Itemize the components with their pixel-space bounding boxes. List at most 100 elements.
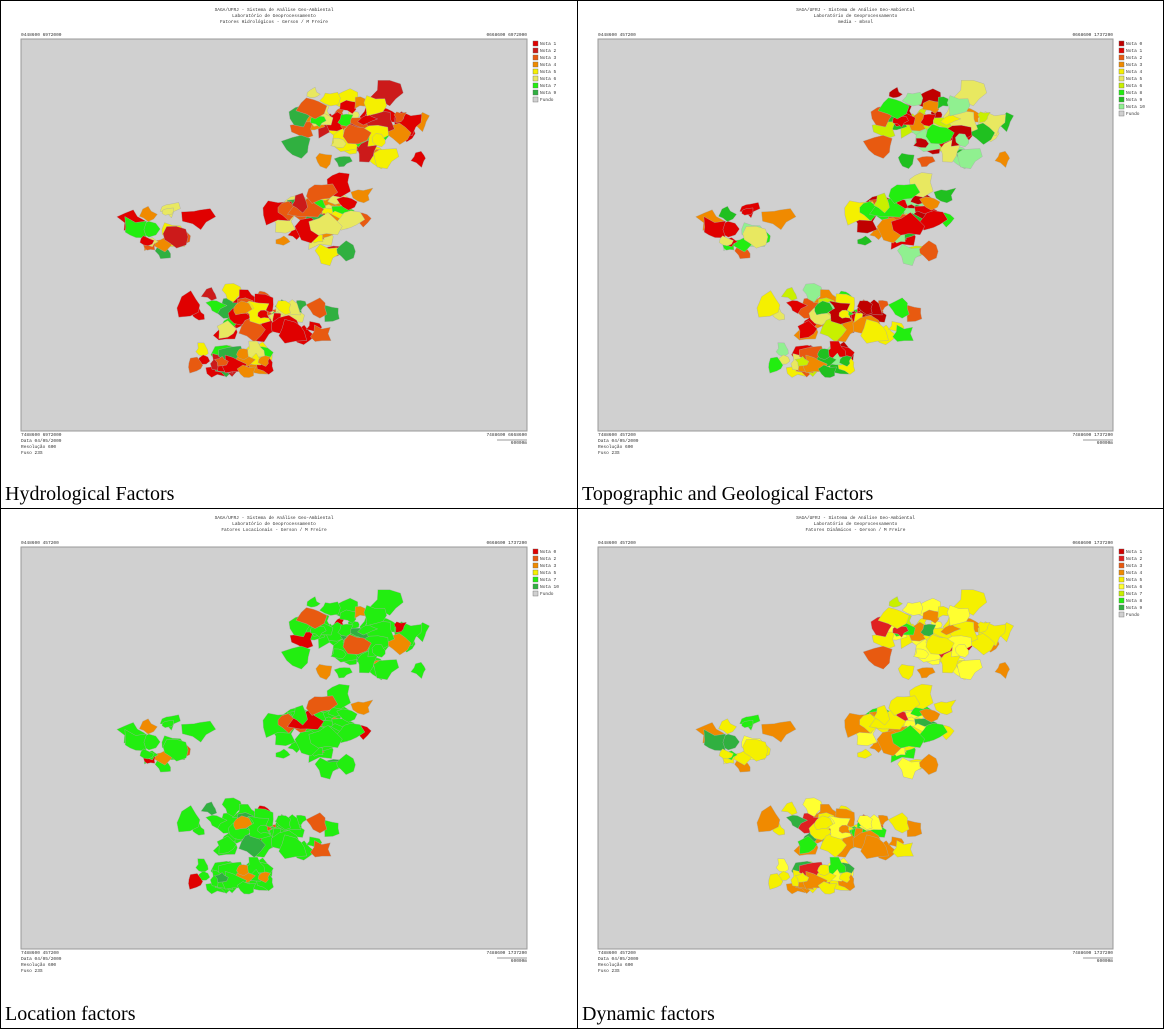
legend-swatch: [533, 76, 538, 81]
coord: 7488600 6972000: [21, 432, 62, 438]
legend-swatch: [1119, 83, 1124, 88]
legend-swatch: [1119, 605, 1124, 610]
map: SAGA/UFRJ - Sistema de Análise Geo-Ambie…: [7, 5, 573, 475]
legend-label: Nota 9: [540, 90, 557, 96]
legend-label: Nota 7: [1126, 591, 1143, 597]
map-frame: [21, 39, 527, 431]
map-header: Laboratório de Geoprocessamento: [232, 13, 316, 19]
legend-label: Nota 8: [1126, 598, 1143, 604]
caption: Location factors: [5, 1003, 136, 1026]
map-footer: Fuso 23S: [21, 968, 43, 974]
legend-label: Nota 0: [540, 549, 557, 555]
legend-label: Nota 2: [540, 48, 557, 54]
coord: 0448600 6972000: [21, 32, 62, 38]
legend-swatch: [533, 570, 538, 575]
legend-swatch: [1119, 90, 1124, 95]
coord: 0668600 1737200: [1072, 32, 1113, 38]
page: Factor maps {"panels": [ {"caption": "Hy…: [0, 0, 1164, 1029]
coord: 7488600 1737200: [1072, 950, 1113, 956]
map-footer: Fuso 23S: [598, 968, 620, 974]
coord: 0448600 457200: [598, 32, 636, 38]
legend-label: Fundo: [1126, 612, 1140, 618]
legend-label: Nota 5: [540, 570, 557, 576]
caption: Hydrological Factors: [5, 483, 174, 506]
legend-swatch: [533, 577, 538, 582]
legend-label: Nota 10: [540, 584, 559, 590]
legend-swatch: [533, 41, 538, 46]
scale-label: 60000m: [1097, 958, 1114, 964]
legend-swatch: [533, 55, 538, 60]
legend-label: Nota 3: [540, 563, 557, 569]
legend-label: Nota 10: [1126, 104, 1145, 110]
coord: 7488600 1737200: [1072, 432, 1113, 438]
map-header: SAGA/UFRJ - Sistema de Análise Geo-Ambie…: [215, 515, 334, 521]
map-footer: Data 04/05/2009: [21, 438, 62, 444]
legend-swatch: [533, 556, 538, 561]
legend-label: Nota 3: [1126, 563, 1143, 569]
map-header: SAGA/UFRJ - Sistema de Análise Geo-Ambie…: [796, 515, 915, 521]
legend-swatch: [1119, 570, 1124, 575]
map-header: media - mbsol: [838, 19, 873, 25]
coord: 0668600 1737200: [1072, 540, 1113, 546]
legend-swatch: [1119, 612, 1124, 617]
coord: 0448600 457200: [598, 540, 636, 546]
map: SAGA/UFRJ - Sistema de Análise Geo-Ambie…: [7, 513, 573, 993]
legend-swatch: [1119, 549, 1124, 554]
legend-swatch: [1119, 76, 1124, 81]
coord: 0448600 457200: [21, 540, 59, 546]
legend-label: Nota 6: [540, 76, 557, 82]
legend-swatch: [533, 563, 538, 568]
legend-swatch: [533, 69, 538, 74]
legend-label: Nota 1: [1126, 48, 1143, 54]
map-frame: [598, 547, 1113, 949]
legend-swatch: [1119, 62, 1124, 67]
legend-swatch: [1119, 563, 1124, 568]
panel: Topographic and Geological Factors SAGA/U…: [577, 0, 1164, 509]
map-footer: Resolução 600: [598, 444, 633, 450]
map-footer: Data 04/05/2009: [21, 956, 62, 962]
coord: 0668600 1737200: [486, 540, 527, 546]
legend-label: Nota 7: [540, 577, 557, 583]
panel: Dynamic factors SAGA/UFRJ - Sistema de An…: [577, 508, 1164, 1029]
legend-swatch: [1119, 104, 1124, 109]
panel: Location factors SAGA/UFRJ - Sistema de A…: [0, 508, 578, 1029]
scale-label: 60000m: [511, 958, 528, 964]
legend-label: Nota 6: [1126, 584, 1143, 590]
caption: Dynamic factors: [582, 1003, 715, 1026]
legend-label: Nota 3: [540, 55, 557, 61]
map-footer: Resolução 600: [21, 444, 56, 450]
legend-swatch: [1119, 55, 1124, 60]
legend-label: Nota 2: [1126, 55, 1143, 61]
panel: Hydrological Factors SAGA/UFRJ - Sistema …: [0, 0, 578, 509]
legend-label: Nota 7: [540, 83, 557, 89]
map-header: Laboratório de Geoprocessamento: [232, 521, 316, 527]
legend-label: Nota 0: [1126, 41, 1143, 47]
legend-swatch: [1119, 97, 1124, 102]
legend-swatch: [1119, 591, 1124, 596]
map-footer: Data 04/05/2009: [598, 438, 639, 444]
legend-label: Nota 1: [1126, 549, 1143, 555]
legend-swatch: [1119, 556, 1124, 561]
legend-swatch: [533, 591, 538, 596]
legend-swatch: [1119, 69, 1124, 74]
legend-label: Nota 2: [1126, 556, 1143, 562]
map-footer: Resolução 600: [21, 962, 56, 968]
coord: 7488600 6668600: [486, 432, 527, 438]
scale-label: 60000m: [1097, 440, 1114, 446]
legend-swatch: [1119, 111, 1124, 116]
map-header: Laboratório de Geoprocessamento: [814, 521, 898, 527]
legend-swatch: [533, 90, 538, 95]
legend-label: Nota 2: [540, 556, 557, 562]
legend-label: Fundo: [1126, 111, 1140, 117]
map: SAGA/UFRJ - Sistema de Análise Geo-Ambie…: [584, 5, 1159, 475]
map-frame: [598, 39, 1113, 431]
legend-label: Nota 5: [1126, 76, 1143, 82]
legend-label: Nota 9: [1126, 97, 1143, 103]
caption: Topographic and Geological Factors: [582, 483, 873, 506]
map-header: Laboratório de Geoprocessamento: [814, 13, 898, 19]
map-footer: Fuso 23S: [21, 450, 43, 456]
legend-swatch: [533, 83, 538, 88]
map-header: Fatores Locacionais - Gerson / M Freire: [221, 527, 327, 533]
legend-label: Nota 4: [1126, 570, 1143, 576]
map-footer: Fuso 23S: [598, 450, 620, 456]
